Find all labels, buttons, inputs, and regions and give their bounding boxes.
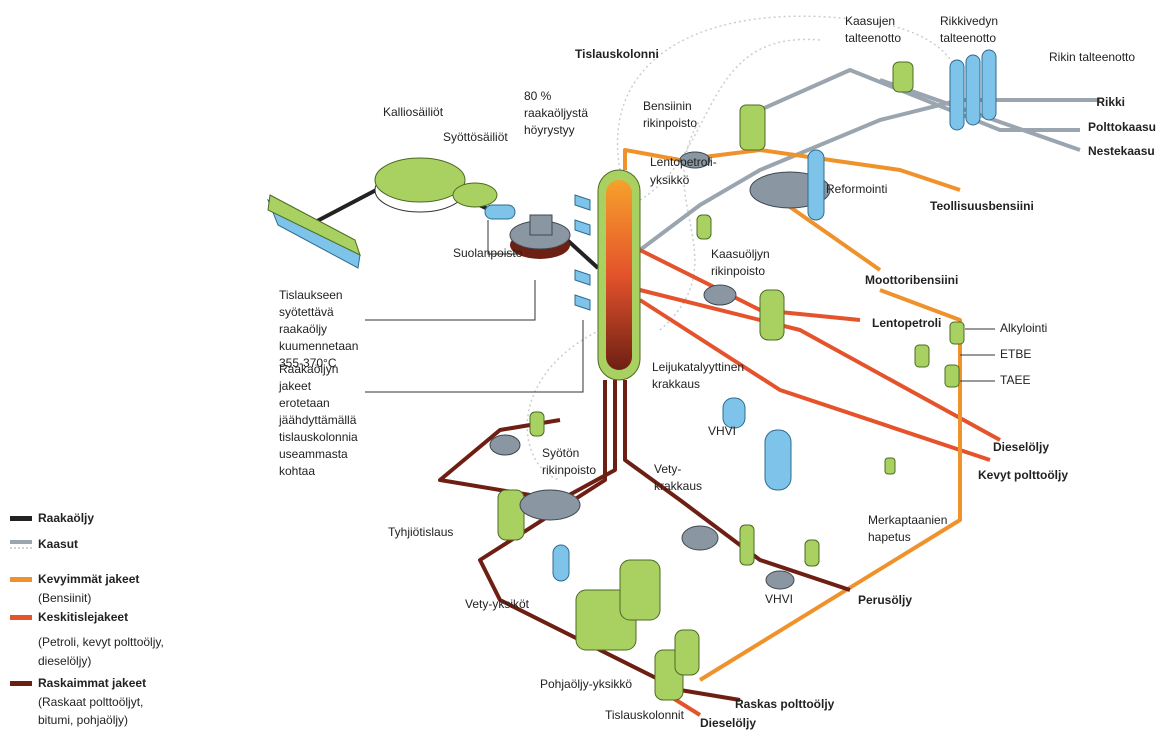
unit-label: TAEE	[1000, 373, 1030, 387]
legend-note: bitumi, pohjaöljy)	[38, 713, 128, 727]
unit-label: Pohjaöljy-yksikkö	[540, 677, 632, 691]
unit-label: krakkaus	[654, 479, 702, 493]
unit-label: Raakaöljyn	[279, 362, 338, 376]
product-label: Raskas polttoöljy	[735, 697, 835, 711]
legend-swatch	[10, 577, 32, 582]
unit-label: jakeet	[278, 379, 312, 393]
product-label: Polttokaasu	[1088, 120, 1156, 134]
unit-label: rikinpoisto	[643, 116, 697, 130]
product-label: Dieselöljy	[700, 716, 756, 730]
unit-label: Lentopetroli-	[650, 155, 717, 169]
legend-label: Raakaöljy	[38, 511, 94, 525]
unit-label: Rikin talteenotto	[1049, 50, 1135, 64]
unit-label: Leijukatalyyttinen	[652, 360, 744, 374]
unit-label: syötettävä	[279, 305, 334, 319]
legend-note: (Petroli, kevyt polttoöljy,	[38, 635, 164, 649]
unit-label: talteenotto	[845, 31, 901, 45]
unit-label: ETBE	[1000, 347, 1031, 361]
unit-label: Reformointi	[826, 182, 887, 196]
unit-label: Kaasuöljyn	[711, 247, 770, 261]
legend-note: (Raskaat polttoöljyt,	[38, 695, 143, 709]
product-label: Lentopetroli	[872, 316, 941, 330]
unit-label: Tislaukseen	[279, 288, 343, 302]
legend: Raakaöljy Kaasut Kevyimmät jakeet (Bensi…	[10, 511, 164, 727]
legend-label: Keskitislejakeet	[38, 610, 128, 624]
unit-label: tislauskolonnia	[279, 430, 358, 444]
labels: Kaasujen talteenotto Rikkivedyn talteeno…	[278, 14, 1135, 722]
unit-label: Rikkivedyn	[940, 14, 998, 28]
legend-swatch	[10, 540, 32, 544]
product-label: Rikki	[1096, 95, 1125, 109]
unit-label: Bensiinin	[643, 99, 692, 113]
unit-label: kuumennetaan	[279, 339, 358, 353]
product-label: Kevyt polttoöljy	[978, 468, 1068, 482]
legend-note: (Bensiinit)	[38, 591, 91, 605]
unit-label: Vety-	[654, 462, 681, 476]
unit-label: Merkaptaanien	[868, 513, 947, 527]
unit-label: rikinpoisto	[542, 463, 596, 477]
unit-label: Syöttösäiliöt	[443, 130, 508, 144]
unit-label: useammasta	[279, 447, 348, 461]
unit-label: kohtaa	[279, 464, 315, 478]
legend-swatch	[10, 681, 32, 686]
unit-label: Vety-yksiköt	[465, 597, 530, 611]
legend-label: Kevyimmät jakeet	[38, 572, 139, 586]
unit-label: raakaöljystä	[524, 106, 588, 120]
refinery-diagram: Kaasujen talteenotto Rikkivedyn talteeno…	[0, 0, 1161, 731]
legend-swatch	[10, 516, 32, 521]
unit-label: raakaöljy	[279, 322, 327, 336]
unit-label: yksikkö	[650, 173, 690, 187]
product-label: Teollisuusbensiini	[930, 199, 1034, 213]
product-label: Perusöljy	[858, 593, 912, 607]
product-label: Dieselöljy	[993, 440, 1049, 454]
legend-label: Kaasut	[38, 537, 78, 551]
unit-label: krakkaus	[652, 377, 700, 391]
legend-note: dieselöljy)	[38, 654, 91, 668]
unit-label: Syötön	[542, 446, 579, 460]
unit-label: höyrystyy	[524, 123, 575, 137]
unit-label: Kaasujen	[845, 14, 895, 28]
unit-label: Suolanpoisto	[453, 246, 523, 260]
unit-label: talteenotto	[940, 31, 996, 45]
legend-label: Raskaimmat jakeet	[38, 676, 146, 690]
unit-label: Tislauskolonnit	[605, 708, 685, 722]
unit-label: erotetaan	[279, 396, 330, 410]
unit-label: Tislauskolonni	[575, 47, 659, 61]
product-label: Nestekaasu	[1088, 144, 1155, 158]
product-label: Moottoribensiini	[865, 273, 958, 287]
unit-label: VHVI	[708, 424, 736, 438]
unit-label: Tyhjiötislaus	[388, 525, 453, 539]
unit-label: Alkylointi	[1000, 321, 1047, 335]
unit-label: rikinpoisto	[711, 264, 765, 278]
unit-label: VHVI	[765, 592, 793, 606]
unit-label: hapetus	[868, 530, 911, 544]
unit-label: jäähdyttämällä	[278, 413, 357, 427]
unit-label: Kalliosäiliöt	[383, 105, 444, 119]
legend-swatch	[10, 615, 32, 620]
unit-label: 80 %	[524, 89, 552, 103]
